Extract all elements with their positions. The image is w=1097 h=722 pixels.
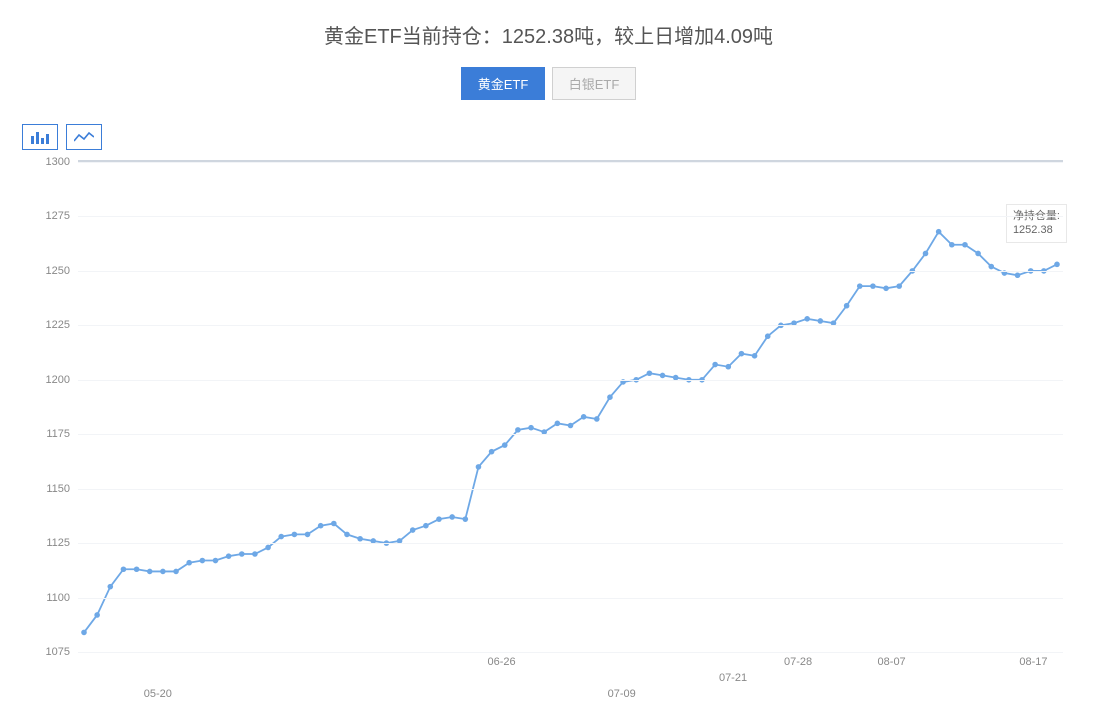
x-axis-label: 08-17	[1019, 650, 1047, 668]
line-chart-button[interactable]	[66, 124, 102, 150]
tab-gold[interactable]: 黄金ETF	[461, 67, 546, 100]
line-series	[78, 162, 1063, 652]
y-axis-label: 1250	[46, 265, 78, 277]
gridline	[78, 380, 1063, 381]
tab-row: 黄金ETF 白银ETF	[20, 67, 1077, 100]
y-axis-label: 1200	[46, 374, 78, 386]
chart-container: 黄金ETF当前持仓：1252.38吨，较上日增加4.09吨 黄金ETF 白银ET…	[20, 20, 1077, 702]
x-axis-label: 05-20	[144, 650, 172, 700]
y-axis-label: 1150	[46, 483, 78, 495]
line-chart-icon	[74, 131, 94, 143]
gridline	[78, 489, 1063, 490]
y-axis-label: 1225	[46, 319, 78, 331]
x-axis-label: 07-09	[608, 650, 636, 700]
y-axis-label: 1125	[46, 537, 78, 549]
plot-area[interactable]: 净持仓量: 1252.38 10751100112511501175120012…	[78, 160, 1063, 650]
y-axis-label: 1075	[46, 646, 78, 658]
gridline	[78, 325, 1063, 326]
bar-chart-icon	[31, 130, 49, 144]
tooltip-value: 1252.38	[1013, 224, 1053, 236]
y-axis-label: 1100	[46, 592, 78, 604]
x-axis-label: 07-28	[784, 650, 812, 668]
x-axis-label: 07-21	[719, 650, 747, 684]
chart-type-buttons	[22, 124, 106, 150]
tab-silver[interactable]: 白银ETF	[552, 67, 637, 100]
x-axis-label: 08-07	[878, 650, 906, 668]
bar-chart-button[interactable]	[22, 124, 58, 150]
gridline	[78, 216, 1063, 217]
y-axis-label: 1275	[46, 210, 78, 222]
gridline	[78, 652, 1063, 653]
y-axis-label: 1300	[46, 156, 78, 168]
gridline	[78, 543, 1063, 544]
tooltip: 净持仓量: 1252.38	[1006, 204, 1067, 243]
gridline	[78, 598, 1063, 599]
gridline	[78, 162, 1063, 163]
chart-title: 黄金ETF当前持仓：1252.38吨，较上日增加4.09吨	[20, 20, 1077, 49]
y-axis-label: 1175	[46, 428, 78, 440]
gridline	[78, 271, 1063, 272]
gridline	[78, 434, 1063, 435]
x-axis-label: 06-26	[487, 650, 515, 668]
